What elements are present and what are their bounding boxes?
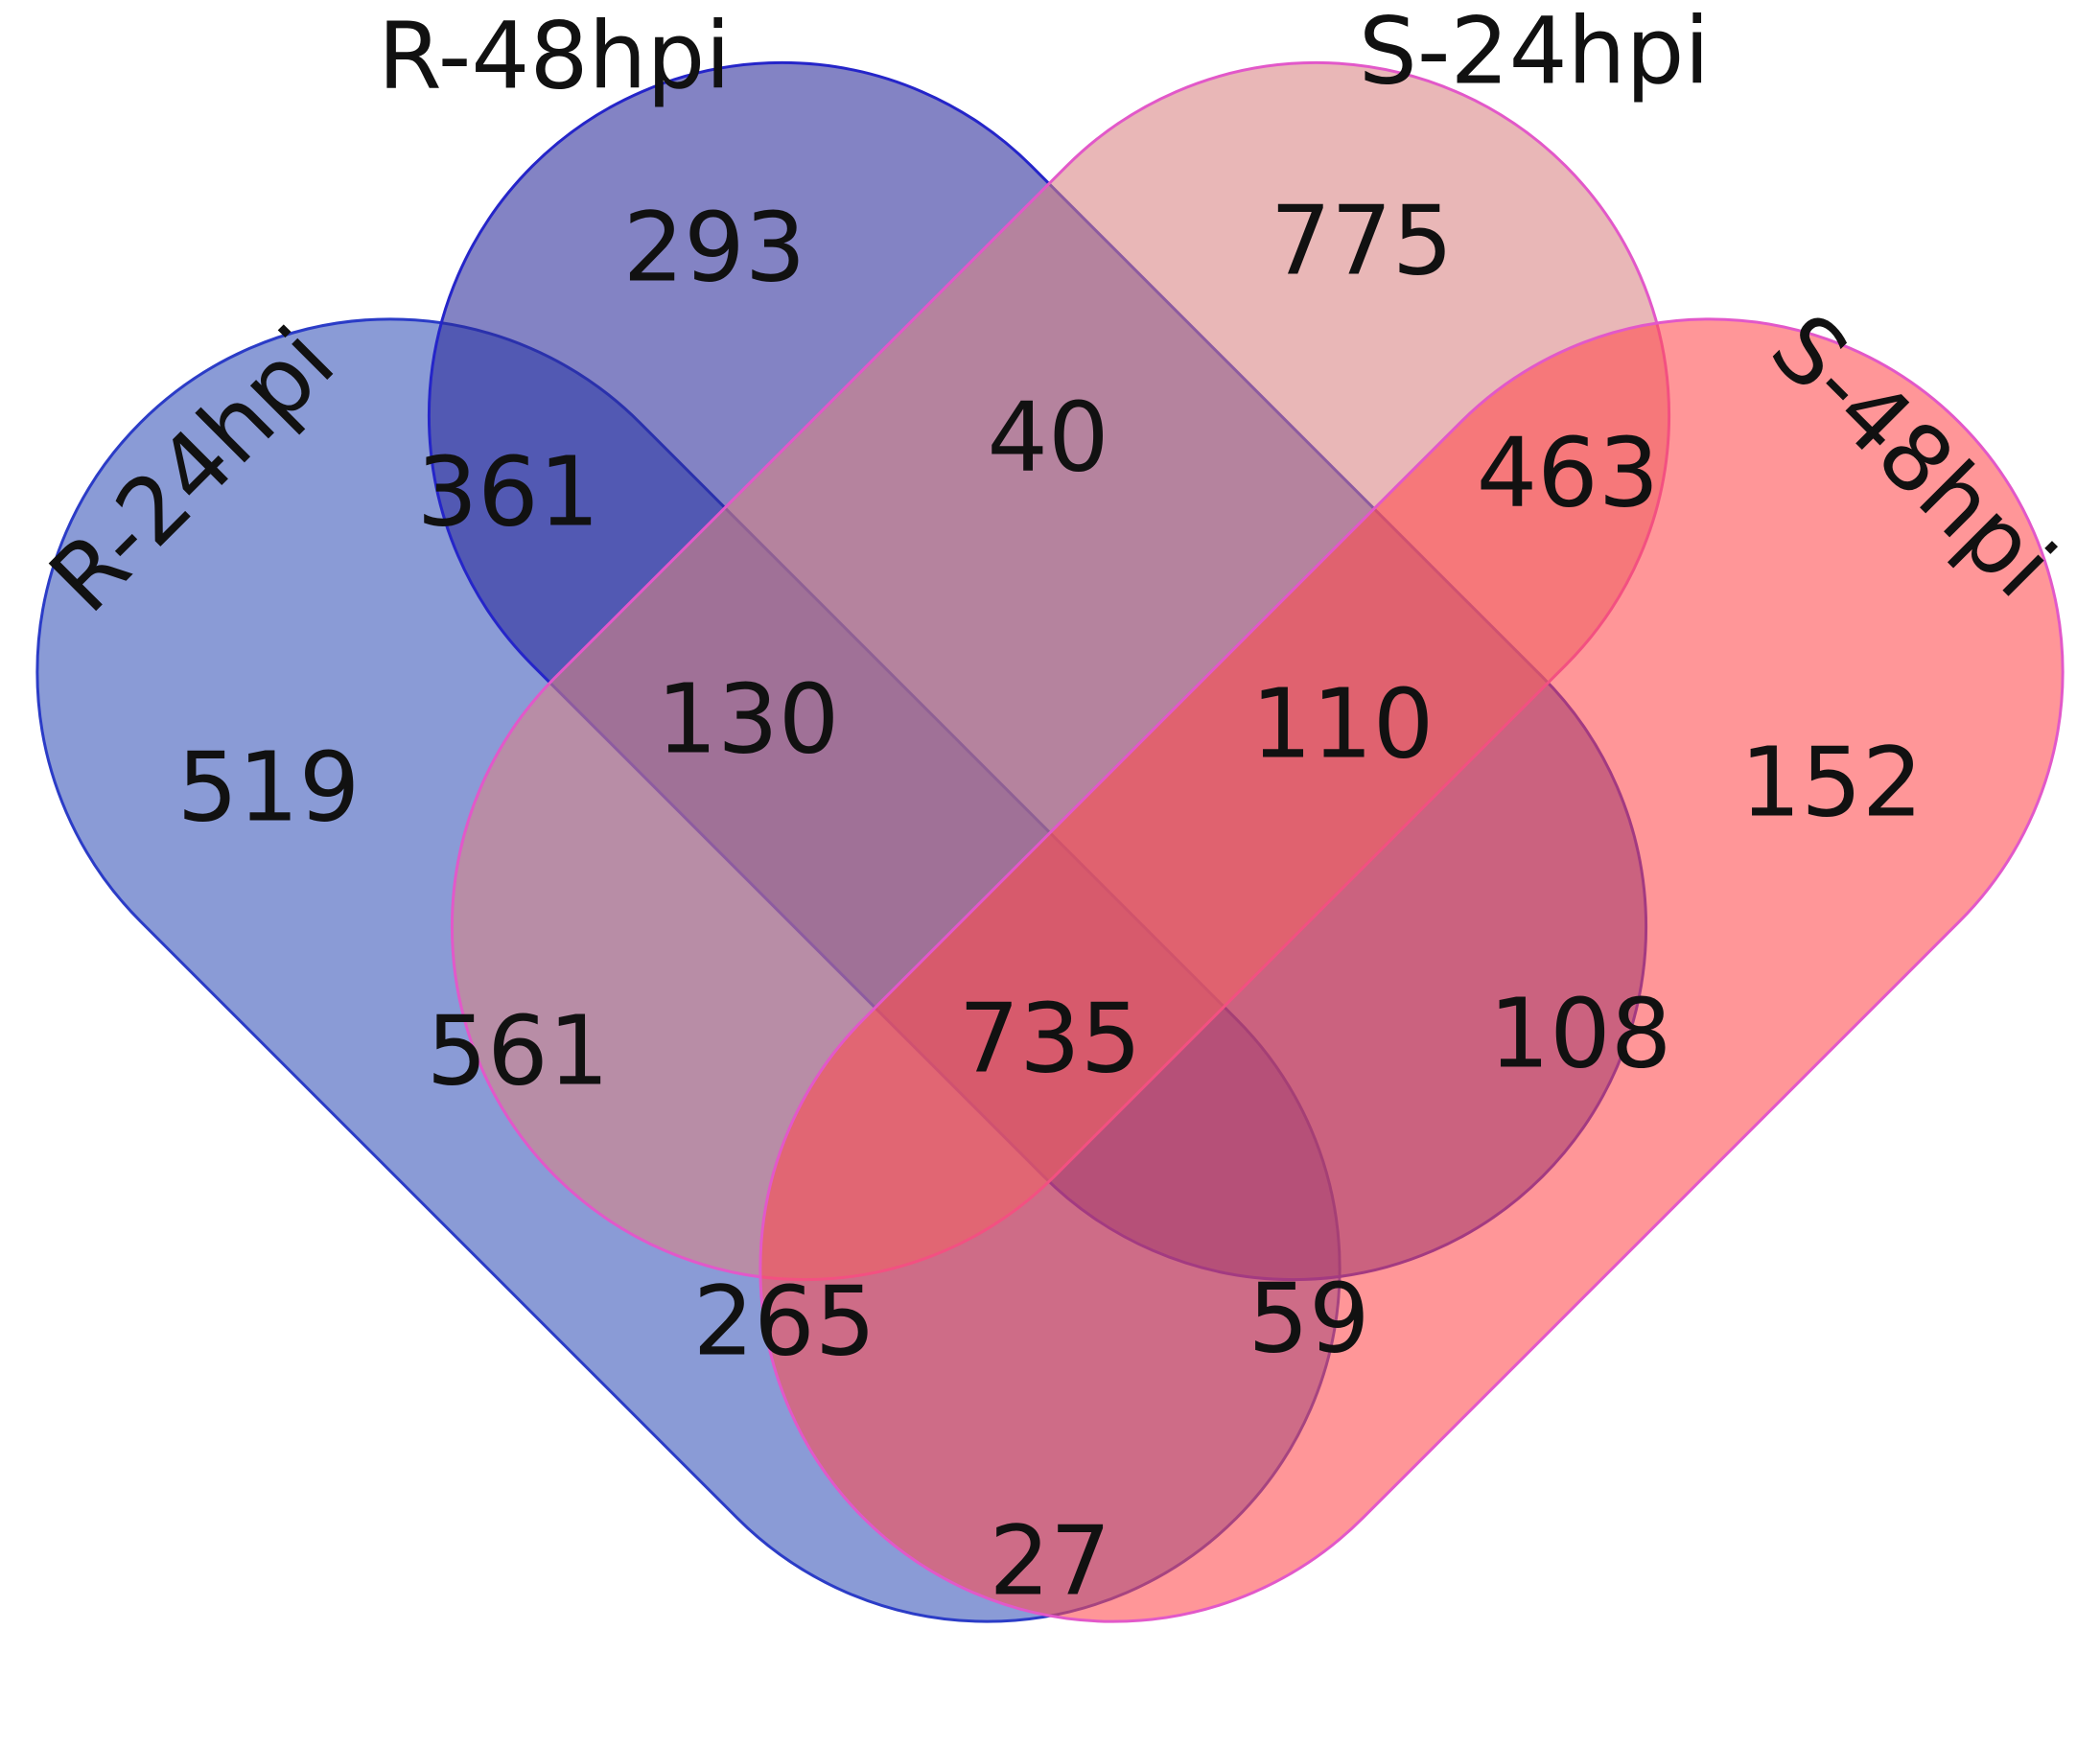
count-r24-only: 519: [177, 731, 361, 843]
count-r48-s24: 40: [987, 381, 1108, 493]
count-r24-s24-s48: 265: [693, 1265, 876, 1377]
count-s48-only: 152: [1740, 726, 1924, 838]
region-counts: 519 293 775 152 361 40 463 130 110 561 7…: [177, 184, 1924, 1617]
count-r24-r48: 361: [417, 435, 600, 547]
count-r48-only: 293: [623, 191, 806, 303]
count-all: 735: [959, 982, 1142, 1094]
count-r24-r48-s24: 130: [657, 663, 840, 775]
count-r24-s48: 27: [989, 1504, 1110, 1617]
set-shape-s48: [758, 317, 2065, 1623]
count-r24-r48-s48: 59: [1248, 1262, 1369, 1374]
count-r48-s48: 108: [1489, 977, 1672, 1089]
count-s24-only: 775: [1271, 184, 1454, 296]
count-r24-s24: 561: [427, 994, 610, 1106]
set-label-s24: S-24hpi: [1359, 0, 1710, 105]
count-s24-s48: 463: [1477, 416, 1660, 528]
count-r48-s24-s48: 110: [1251, 667, 1435, 780]
set-label-r48: R-48hpi: [378, 2, 731, 109]
